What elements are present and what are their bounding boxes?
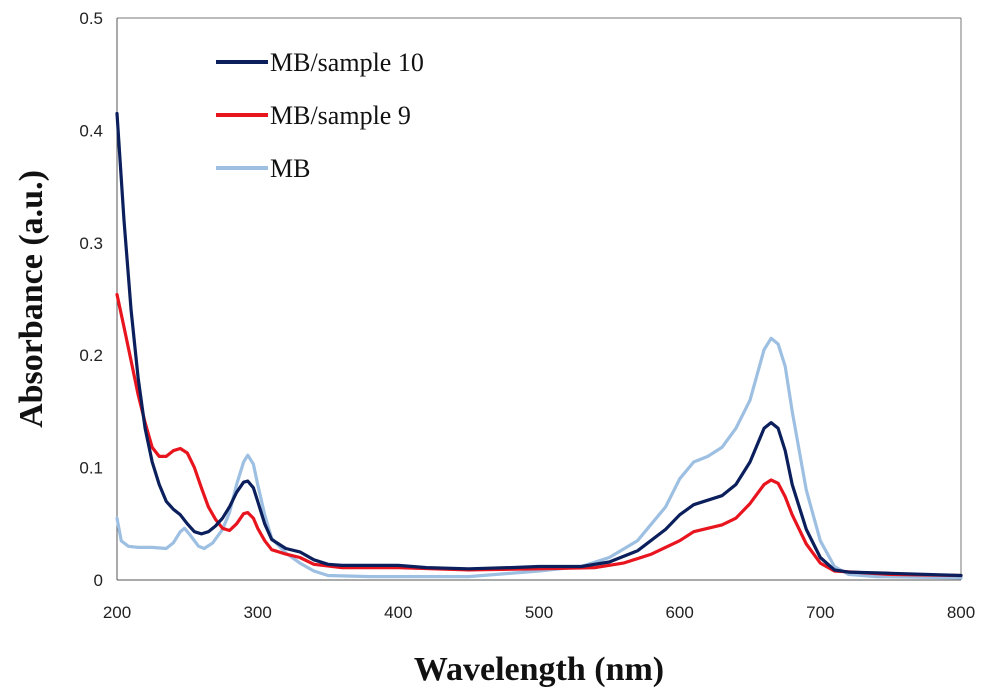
series-line-mb (115, 336, 963, 580)
x-tick-label: 200 (103, 603, 131, 622)
legend-label: MB/sample 10 (270, 48, 424, 77)
series-line-mb-sample-9 (115, 292, 963, 578)
y-tick-label: 0.4 (79, 121, 103, 140)
plot-frame (116, 17, 962, 581)
x-tick-label: 600 (665, 603, 693, 622)
y-tick-labels: 0 0.1 0.2 0.3 0.4 0.5 (79, 9, 103, 590)
x-tick-label: 800 (947, 603, 975, 622)
y-tick-label: 0.3 (79, 234, 103, 253)
x-axis-title: Wavelength (nm) (414, 651, 664, 688)
series-lines (115, 111, 963, 580)
legend: MB/sample 10 MB/sample 9 MB (216, 48, 424, 183)
x-tick-label: 300 (243, 603, 271, 622)
x-tick-label: 400 (384, 603, 412, 622)
x-tick-label: 500 (525, 603, 553, 622)
x-tick-label: 700 (806, 603, 834, 622)
legend-label: MB (270, 154, 310, 183)
x-tick-labels: 200 300 400 500 600 700 800 (103, 603, 975, 622)
y-tick-label: 0.1 (79, 459, 103, 478)
legend-label: MB/sample 9 (270, 101, 411, 130)
y-tick-label: 0.5 (79, 9, 103, 28)
y-axis-title: Absorbance (a.u.) (13, 170, 50, 428)
y-tick-label: 0 (94, 571, 103, 590)
series-line-mb-sample-10 (115, 111, 963, 578)
y-tick-label: 0.2 (79, 346, 103, 365)
